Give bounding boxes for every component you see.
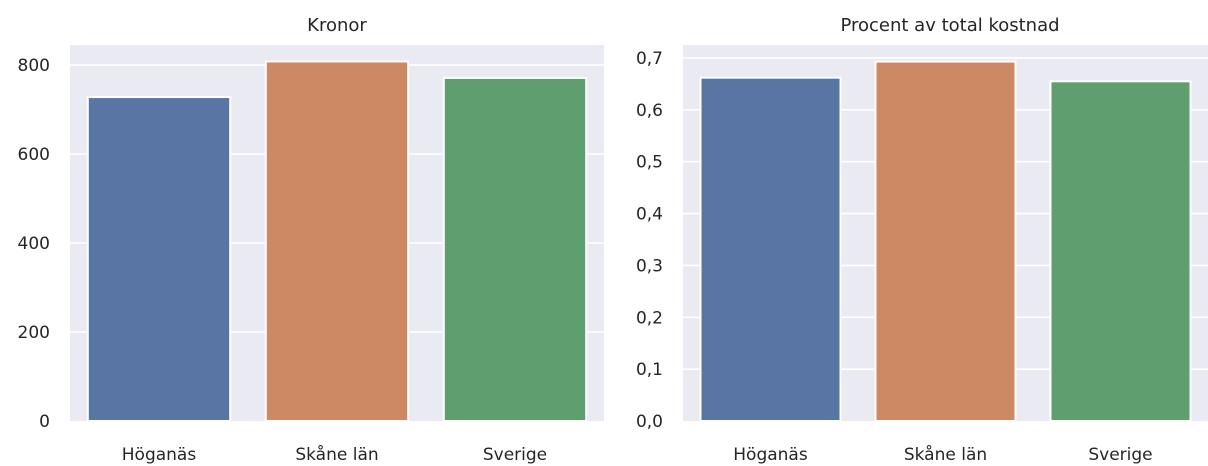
bar-skåne-län [264,60,410,423]
y-tick-label: 200 [18,323,50,343]
x-tick-label: Höganäs [733,445,808,465]
chart-title: Kronor [307,15,367,36]
x-tick-label: Höganäs [122,445,197,465]
y-tick-label: 0,6 [636,101,663,121]
y-tick-label: 0 [39,412,50,432]
y-tick-label: 800 [18,56,50,76]
x-tick-label: Sverige [483,445,547,465]
bar-skåne-län [874,60,1017,423]
y-tick-label: 0,0 [636,412,663,432]
bar-höganäs [86,96,232,423]
y-tick-label: 0,2 [636,308,663,328]
chart-title: Procent av total kostnad [840,15,1059,36]
x-tick-label: Sverige [1088,445,1152,465]
y-tick-label: 400 [18,234,50,254]
y-tick-label: 0,4 [636,205,663,225]
y-tick-label: 0,7 [636,49,663,69]
y-tick-label: 0,5 [636,153,663,173]
y-tick-label: 0,3 [636,256,663,276]
y-tick-label: 0,1 [636,360,663,380]
x-tick-label: Skåne län [295,444,378,465]
bar-sverige [442,76,588,422]
bar-höganäs [699,76,842,423]
chart-kronor: Kronor 0 200 400 600 800 Höganäs Skåne län Sver… [18,15,604,465]
y-tick-label: 600 [18,145,50,165]
x-tick-label: Skåne län [904,444,987,465]
bar-sverige [1049,80,1192,423]
chart-procent: Procent av total kostnad 0,0 0,1 0,2 0,3 0,4… [636,15,1208,465]
